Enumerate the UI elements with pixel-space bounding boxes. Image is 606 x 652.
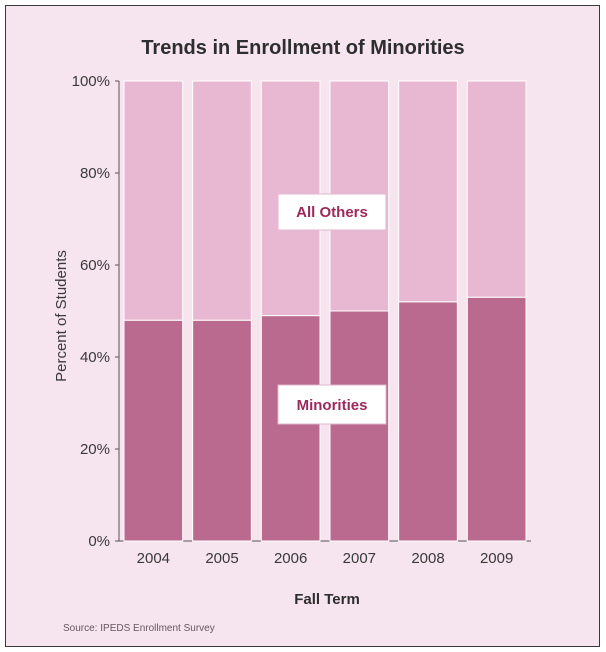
x-axis-label: Fall Term [294,591,360,608]
y-tick-label: 0% [88,533,110,550]
y-tick-label: 60% [80,257,110,274]
axis-lines [118,81,531,542]
bar-segment-minorities-2005 [192,319,252,542]
annotation-minorities: Minorities [277,384,387,425]
y-tick-label: 40% [80,349,110,366]
bar-segment-all-others-2005 [192,80,252,321]
bar-segment-all-others-2004 [123,80,184,321]
y-tick-label: 100% [72,73,110,90]
x-tick-label: 2007 [343,550,376,567]
bar-segment-all-others-2009 [466,80,527,298]
y-tick-label: 20% [80,441,110,458]
annotation-minorities-label: Minorities [297,397,368,414]
bar-segment-minorities-2006 [260,315,321,542]
x-tick-label: 2004 [137,550,170,567]
x-axis-ticks: 2004 2005 2006 2007 2008 2009 [137,550,514,567]
chart-svg: Trends in Enrollment of Minorities 0% 20%… [53,37,531,634]
bar-segment-minorities-2007 [329,310,390,542]
y-tick-label: 80% [80,165,110,182]
x-tick-label: 2009 [480,550,513,567]
x-tick-label: 2008 [411,550,444,567]
annotation-all-others-label: All Others [296,204,368,221]
chart-figure: Trends in Enrollment of Minorities 0% 20%… [5,5,600,647]
y-axis-ticks: 0% 20% 40% 60% 80% 100% [72,73,119,550]
chart-title: Trends in Enrollment of Minorities [141,37,464,59]
y-axis-label: Percent of Students [53,250,70,382]
bars [123,80,527,542]
bar-segment-all-others-2008 [398,80,458,303]
bar-segment-minorities-2009 [466,296,527,542]
bar-segment-minorities-2004 [123,319,184,542]
source-note: Source: IPEDS Enrollment Survey [63,623,215,634]
x-tick-label: 2005 [205,550,238,567]
bar-segment-minorities-2008 [398,301,458,542]
x-tick-label: 2006 [274,550,307,567]
annotation-all-others: All Others [277,193,387,231]
